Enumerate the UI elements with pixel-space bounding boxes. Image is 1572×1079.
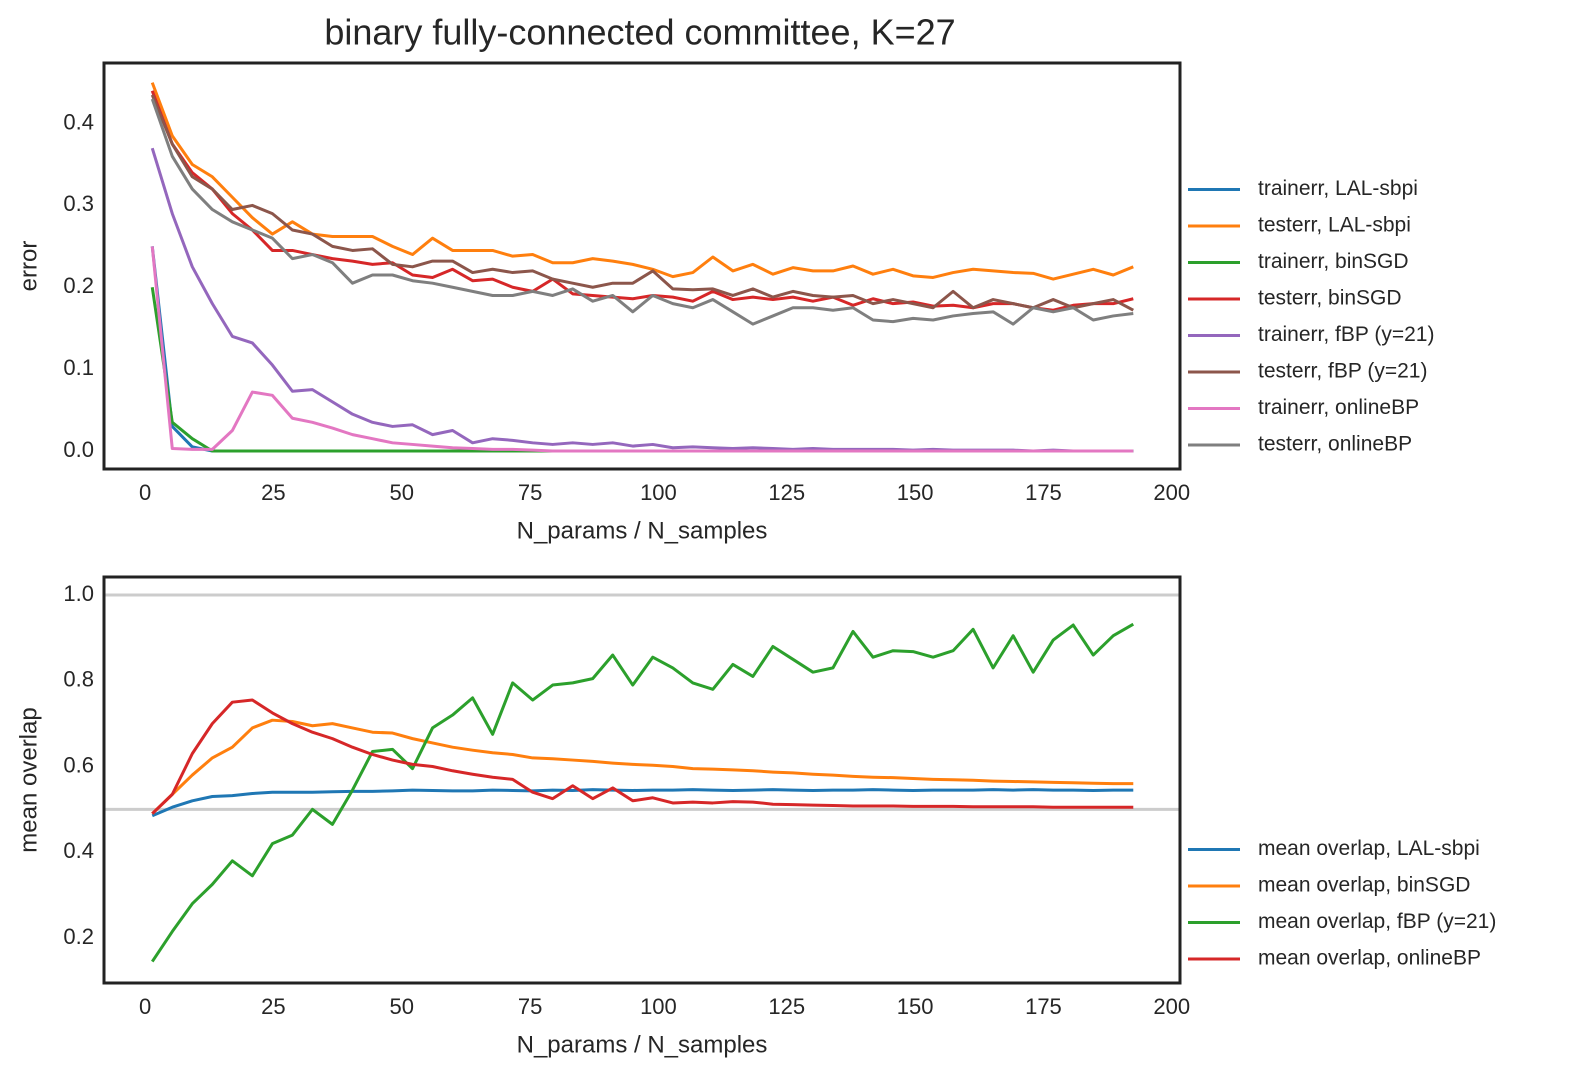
x-tick-label: 25 <box>261 994 285 1019</box>
y-tick-label: 0.0 <box>63 437 94 462</box>
legend-label: trainerr, LAL-sbpi <box>1258 177 1418 200</box>
x-tick-label: 75 <box>518 480 542 505</box>
legend-label: mean overlap, LAL-sbpi <box>1258 837 1480 860</box>
y-tick-label: 0.2 <box>63 273 94 298</box>
legend-label: testerr, fBP (y=21) <box>1258 360 1427 383</box>
y-tick-label: 0.2 <box>63 924 94 949</box>
x-tick-label: 125 <box>768 994 805 1019</box>
data-line <box>151 698 1134 815</box>
axes-frame <box>102 61 1182 471</box>
x-tick-label: 50 <box>390 480 414 505</box>
legend-label: mean overlap, binSGD <box>1258 874 1470 897</box>
x-tick-label: 0 <box>139 480 151 505</box>
data-line <box>150 94 1134 312</box>
x-tick-label: 100 <box>640 480 677 505</box>
chart-title: binary fully-connected committee, K=27 <box>324 12 955 53</box>
y-axis-label: mean overlap <box>15 707 42 852</box>
legend-label: mean overlap, fBP (y=21) <box>1258 910 1496 933</box>
legend-label: testerr, binSGD <box>1258 287 1402 310</box>
x-axis-label: N_params / N_samples <box>517 517 768 544</box>
y-tick-label: 0.3 <box>63 191 94 216</box>
data-line <box>151 788 1134 818</box>
legend-label: trainerr, fBP (y=21) <box>1258 323 1434 346</box>
legend-label: mean overlap, onlineBP <box>1258 947 1481 970</box>
axes-frame <box>102 575 1182 985</box>
legend-label: testerr, LAL-sbpi <box>1258 214 1411 237</box>
legend-label: testerr, onlineBP <box>1258 433 1412 456</box>
x-tick-label: 150 <box>897 480 934 505</box>
data-line <box>150 147 1134 453</box>
data-line <box>150 82 1134 281</box>
x-tick-label: 175 <box>1025 994 1062 1019</box>
y-tick-label: 0.1 <box>63 355 94 380</box>
y-tick-label: 0.4 <box>63 838 94 863</box>
data-line <box>151 622 1135 963</box>
y-tick-label: 1.0 <box>63 581 94 606</box>
y-tick-label: 0.4 <box>63 109 94 134</box>
data-line <box>150 98 1134 326</box>
x-tick-label: 100 <box>640 994 677 1019</box>
x-tick-label: 75 <box>518 994 542 1019</box>
y-axis-label: error <box>15 241 42 292</box>
x-tick-label: 50 <box>390 994 414 1019</box>
x-tick-label: 200 <box>1153 994 1190 1019</box>
x-axis-label: N_params / N_samples <box>517 1031 768 1058</box>
x-tick-label: 25 <box>261 480 285 505</box>
x-tick-label: 0 <box>139 994 151 1019</box>
data-line <box>150 246 1134 453</box>
x-tick-label: 200 <box>1153 480 1190 505</box>
legend-label: trainerr, onlineBP <box>1258 396 1419 419</box>
x-tick-label: 175 <box>1025 480 1062 505</box>
x-tick-label: 125 <box>768 480 805 505</box>
x-tick-label: 150 <box>897 994 934 1019</box>
y-tick-label: 0.8 <box>63 667 94 692</box>
y-tick-label: 0.6 <box>63 752 94 777</box>
legend-label: trainerr, binSGD <box>1258 250 1409 273</box>
data-line <box>151 718 1134 815</box>
